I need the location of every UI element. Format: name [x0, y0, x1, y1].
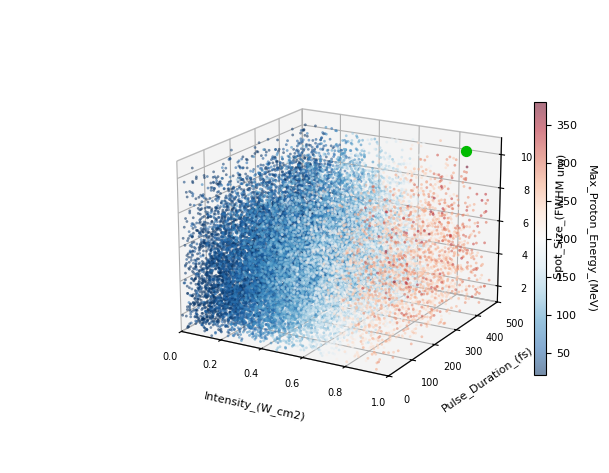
Y-axis label: Max_Proton_Energy_(MeV): Max_Proton_Energy_(MeV) [586, 165, 597, 313]
X-axis label: Intensity_(W_cm2): Intensity_(W_cm2) [203, 390, 306, 422]
Y-axis label: Pulse_Duration_(fs): Pulse_Duration_(fs) [440, 344, 535, 413]
